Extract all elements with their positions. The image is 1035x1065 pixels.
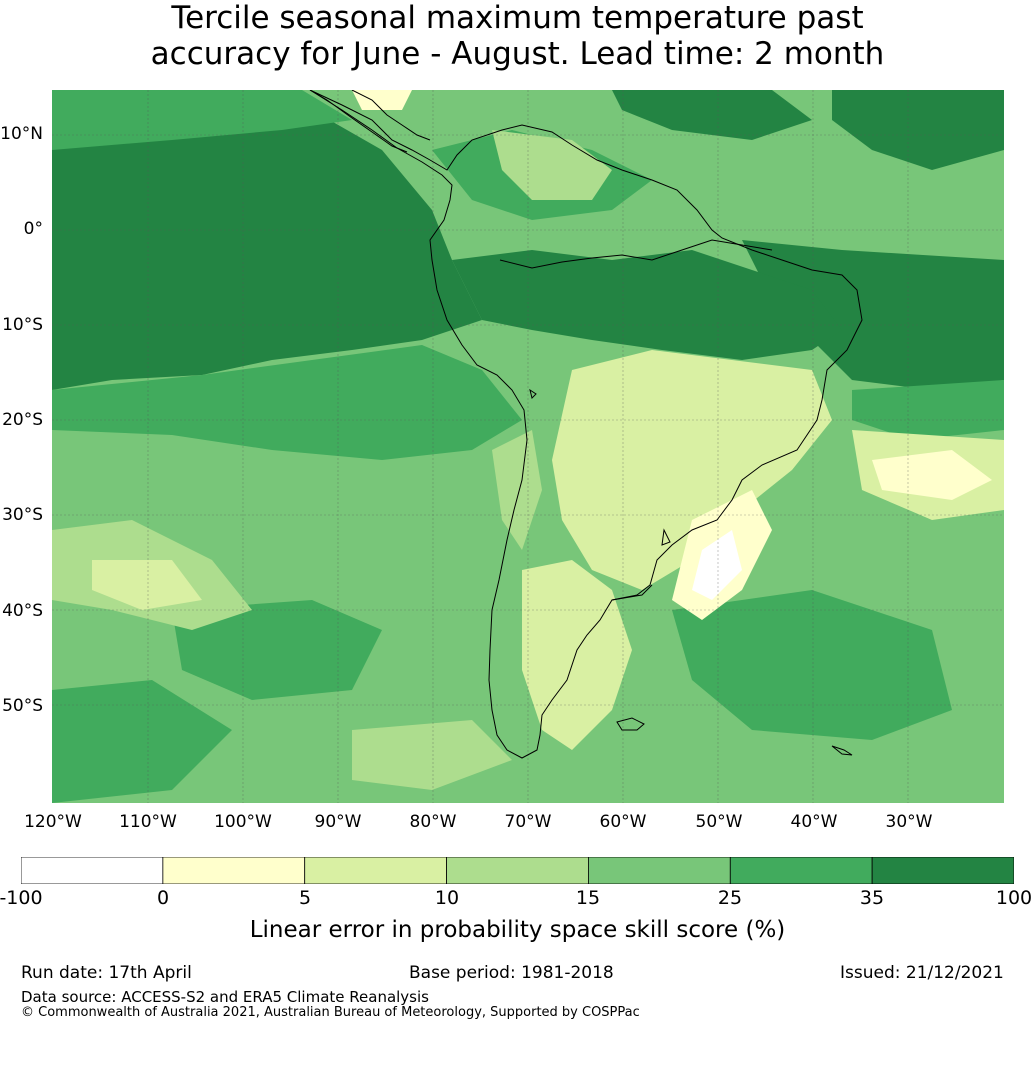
south-georgia	[831, 745, 853, 756]
skill-zone-low-patagonia	[522, 560, 632, 750]
lake-titicaca	[529, 388, 537, 399]
lon-tick-70w: 70°W	[504, 812, 552, 832]
skill-zone-low-south-ocean	[352, 720, 512, 790]
run-date: Run date: 17th April	[21, 963, 192, 983]
lon-tick-100w: 100°W	[214, 812, 272, 832]
colorbar-tick-25: 25	[717, 887, 743, 909]
gridlines	[52, 90, 1004, 803]
lat-tick-10n: 10°N	[0, 124, 43, 144]
lon-tick-110w: 110°W	[119, 812, 177, 832]
data-source: Data source: ACCESS-S2 and ERA5 Climate …	[21, 988, 429, 1006]
colorbar-label: Linear error in probability space skill …	[249, 917, 786, 943]
lon-tick-40w: 40°W	[790, 812, 838, 832]
lon-tick-60w: 60°W	[599, 812, 647, 832]
colorbar-tick-35: 35	[859, 887, 885, 909]
skill-zone-min-coastal	[692, 530, 742, 600]
copyright: © Commonwealth of Australia 2021, Austra…	[21, 1005, 640, 1020]
lon-tick-120w: 120°W	[24, 812, 82, 832]
skill-zone-very-high-northwest	[52, 90, 352, 150]
colorbar-tick-0: 0	[156, 887, 170, 909]
colorbar-segment-1	[162, 857, 306, 884]
skill-zone-very-high-amazon	[452, 250, 842, 360]
falkland-islands	[616, 717, 645, 731]
issued-date: Issued: 21/12/2021	[840, 963, 1004, 983]
skill-zone-high-southatlantic	[672, 590, 952, 740]
colorbar-segment-0	[21, 857, 164, 884]
skill-zone-high-southwest	[52, 680, 232, 803]
lon-tick-80w: 80°W	[409, 812, 457, 832]
lat-tick-10s: 10°S	[2, 315, 43, 335]
amazon-river	[499, 239, 773, 269]
lat-tick-20s: 20°S	[2, 410, 43, 430]
south-america-coastline	[309, 90, 863, 759]
chart-title: Tercile seasonal maximum temperature pas…	[0, 0, 1035, 72]
rio-de-la-plata	[611, 584, 653, 601]
colorbar-tick-15: 15	[575, 887, 601, 909]
central-america-coastline	[309, 90, 431, 153]
skill-map	[52, 90, 1004, 803]
colorbar-segment-3	[446, 857, 589, 884]
lat-tick-40s: 40°S	[2, 601, 43, 621]
skill-zone-low-andes	[492, 430, 542, 550]
skill-zone-high-atlantic-mid	[852, 380, 1004, 440]
skill-zone-very-high-pacific-n	[612, 90, 812, 140]
colorbar-tick-10: 10	[434, 887, 460, 909]
skill-zone-low-brazil	[552, 350, 832, 590]
colorbar-segment-4	[588, 857, 731, 884]
skill-zone-low-caribbean	[352, 90, 412, 110]
colorbar-tick-5: 5	[298, 887, 312, 909]
colorbar-tick-minus100: -100	[0, 887, 43, 909]
skill-zone-min-atlantic-east	[872, 450, 992, 500]
skill-zone-low-pacific-sw	[92, 560, 202, 610]
skill-zone-very-high-atlantic	[742, 240, 1004, 390]
colorbar-segment-6	[871, 857, 1014, 884]
colorbar-segment-2	[304, 857, 447, 884]
skill-zone-low-north-venezuela	[492, 130, 612, 200]
skill-zone-very-high-west	[52, 110, 482, 390]
title-line-2: accuracy for June - August. Lead time: 2…	[150, 36, 885, 72]
colorbar-tick-100: 100	[995, 887, 1033, 909]
patos-lagoon	[661, 528, 671, 546]
lon-tick-30w: 30°W	[885, 812, 933, 832]
lon-tick-50w: 50°W	[695, 812, 743, 832]
skill-zone-high-pacific	[52, 345, 522, 460]
lat-tick-50s: 50°S	[2, 696, 43, 716]
base-period: Base period: 1981-2018	[409, 963, 614, 983]
colorbar-segment-5	[729, 857, 873, 884]
lat-tick-0: 0°	[23, 219, 43, 239]
lon-tick-90w: 90°W	[314, 812, 362, 832]
skill-zone-very-high-northatlantic	[832, 90, 1004, 170]
lat-tick-30s: 30°S	[2, 505, 43, 525]
colorbar	[21, 857, 1014, 884]
title-line-1: Tercile seasonal maximum temperature pas…	[171, 0, 864, 36]
skill-zone-high-southpacific	[172, 600, 382, 700]
